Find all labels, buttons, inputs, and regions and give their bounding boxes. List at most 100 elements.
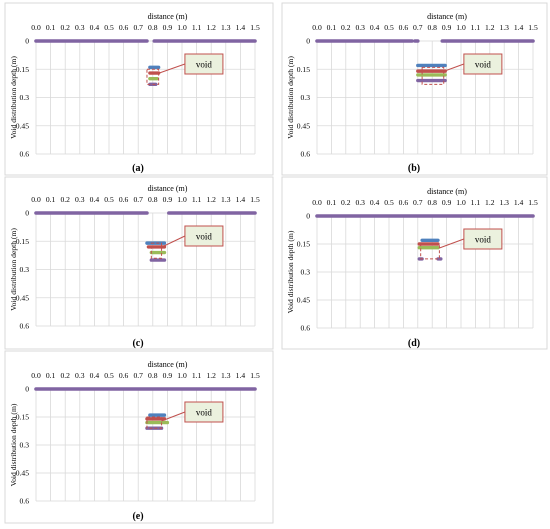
x-tick-label: 0.8 bbox=[427, 198, 437, 207]
x-tick-label: 0.2 bbox=[60, 23, 70, 32]
x-tick-label: 0.3 bbox=[75, 195, 85, 204]
x-tick-label: 0.0 bbox=[312, 23, 322, 32]
x-tick-label: 0.4 bbox=[90, 371, 100, 380]
y-tick-label: 0.15 bbox=[16, 237, 29, 246]
x-tick-label: 0.2 bbox=[60, 195, 70, 204]
y-axis-title: Void distribution depth (m) bbox=[9, 228, 18, 311]
x-tick-label: 0.6 bbox=[119, 23, 129, 32]
x-tick-label: 1.3 bbox=[499, 198, 509, 207]
x-tick-label: 1.3 bbox=[499, 23, 509, 32]
x-tick-label: 0.9 bbox=[163, 23, 173, 32]
y-axis-title: Void distribution depth (m) bbox=[286, 56, 295, 139]
x-tick-label: 0.7 bbox=[413, 198, 423, 207]
x-tick-label: 0.9 bbox=[163, 195, 173, 204]
x-tick-label: 0.9 bbox=[163, 371, 173, 380]
panel-label: (e) bbox=[132, 511, 143, 522]
y-tick-label: 0.15 bbox=[297, 240, 310, 249]
void-outline bbox=[146, 68, 160, 85]
x-axis-title: distance (m) bbox=[427, 187, 467, 196]
x-tick-label: 1.4 bbox=[236, 371, 246, 380]
x-tick-label: 0.2 bbox=[341, 23, 351, 32]
x-tick-label: 1.3 bbox=[221, 23, 231, 32]
panel-label: (c) bbox=[132, 338, 143, 349]
x-tick-label: 1.3 bbox=[221, 371, 231, 380]
y-tick-label: 0.45 bbox=[16, 469, 29, 478]
chart-panel-a: 0.0 0.1 0.2 0.3 0.4 0.5 0.6 0.7 0.8 0.9 1.0 1.1 1.2 1… bbox=[4, 2, 274, 176]
x-tick-label: 0.5 bbox=[104, 195, 114, 204]
x-tick-label: 1.5 bbox=[528, 198, 538, 207]
x-tick-label: 1.5 bbox=[528, 23, 538, 32]
y-tick-label: 0.3 bbox=[20, 93, 30, 102]
x-tick-label: 0.8 bbox=[427, 23, 437, 32]
void-callout-leader bbox=[161, 235, 186, 248]
x-tick-label: 1.1 bbox=[192, 23, 202, 32]
y-tick-label: 0.15 bbox=[297, 65, 310, 74]
y-tick-label: 0 bbox=[25, 385, 29, 394]
y-tick-label: 0.6 bbox=[20, 322, 30, 331]
panel-label: (b) bbox=[408, 163, 420, 174]
panel-frame bbox=[281, 176, 548, 350]
x-tick-label: 1.0 bbox=[456, 23, 466, 32]
x-tick-label: 0.1 bbox=[46, 23, 56, 32]
y-axis-title: Void distribution depth (m) bbox=[9, 56, 18, 139]
void-callout-leader bbox=[439, 238, 465, 249]
x-tick-label: 1.4 bbox=[236, 23, 246, 32]
x-tick-label: 1.1 bbox=[471, 198, 481, 207]
x-tick-label: 0.1 bbox=[46, 195, 56, 204]
void-callout-label: void bbox=[196, 408, 213, 418]
x-tick-label: 0.0 bbox=[31, 371, 41, 380]
x-tick-label: 0.8 bbox=[148, 23, 158, 32]
x-tick-label: 1.5 bbox=[250, 195, 260, 204]
y-tick-label: 0.3 bbox=[301, 268, 311, 277]
void-callout-label: void bbox=[196, 60, 213, 70]
x-tick-label: 0.2 bbox=[341, 198, 351, 207]
x-tick-label: 0.3 bbox=[75, 23, 85, 32]
x-tick-label: 0.0 bbox=[31, 195, 41, 204]
y-tick-label: 0.15 bbox=[16, 413, 29, 422]
y-tick-label: 0.3 bbox=[301, 93, 311, 102]
panel-label: (d) bbox=[408, 338, 420, 349]
y-tick-label: 0.45 bbox=[297, 296, 310, 305]
x-tick-label: 0.0 bbox=[312, 198, 322, 207]
void-callout-label: void bbox=[196, 232, 213, 242]
y-axis-title: Void distribution depth (m) bbox=[286, 230, 295, 313]
y-tick-label: 0.6 bbox=[301, 150, 311, 159]
y-axis-title: Void distribution depth (m) bbox=[9, 403, 18, 486]
void-callout-label: void bbox=[475, 235, 492, 245]
x-tick-label: 1.5 bbox=[250, 23, 260, 32]
chart-panel-e: 0.0 0.1 0.2 0.3 0.4 0.5 0.6 0.7 0.8 0.9 1.0 1.1 1.2 1… bbox=[4, 350, 274, 524]
x-tick-label: 1.1 bbox=[192, 195, 202, 204]
x-tick-label: 1.0 bbox=[456, 198, 466, 207]
x-tick-label: 0.7 bbox=[133, 371, 143, 380]
x-tick-label: 0.4 bbox=[90, 195, 100, 204]
x-tick-label: 0.9 bbox=[442, 23, 452, 32]
y-tick-label: 0 bbox=[25, 209, 29, 218]
void-outline bbox=[150, 242, 163, 259]
x-tick-label: 0.3 bbox=[75, 371, 85, 380]
x-tick-label: 0.6 bbox=[399, 198, 409, 207]
x-axis-title: distance (m) bbox=[148, 12, 188, 21]
y-tick-label: 0.45 bbox=[16, 293, 29, 302]
x-tick-label: 1.2 bbox=[206, 23, 216, 32]
x-tick-label: 0.7 bbox=[133, 195, 143, 204]
x-tick-label: 1.3 bbox=[221, 195, 231, 204]
x-tick-label: 0.7 bbox=[413, 23, 423, 32]
x-tick-label: 1.4 bbox=[236, 195, 246, 204]
x-tick-label: 1.2 bbox=[485, 23, 495, 32]
y-tick-label: 0.15 bbox=[16, 65, 29, 74]
chart-panel-d: 0.0 0.1 0.2 0.3 0.4 0.5 0.6 0.7 0.8 0.9 1.0 1.1 1.2 1… bbox=[281, 176, 548, 350]
x-tick-label: 0.5 bbox=[104, 23, 114, 32]
x-tick-label: 0.4 bbox=[90, 23, 100, 32]
x-tick-label: 1.1 bbox=[471, 23, 481, 32]
x-axis-title: distance (m) bbox=[148, 184, 188, 193]
y-tick-label: 0.45 bbox=[16, 121, 29, 130]
y-tick-label: 0 bbox=[306, 37, 310, 46]
y-tick-label: 0.3 bbox=[20, 265, 30, 274]
panel-label: (a) bbox=[132, 163, 144, 174]
y-tick-label: 0.6 bbox=[301, 324, 311, 333]
x-tick-label: 0.7 bbox=[133, 23, 143, 32]
x-tick-label: 1.2 bbox=[206, 195, 216, 204]
x-tick-label: 0.1 bbox=[327, 23, 337, 32]
x-tick-label: 1.4 bbox=[514, 23, 524, 32]
